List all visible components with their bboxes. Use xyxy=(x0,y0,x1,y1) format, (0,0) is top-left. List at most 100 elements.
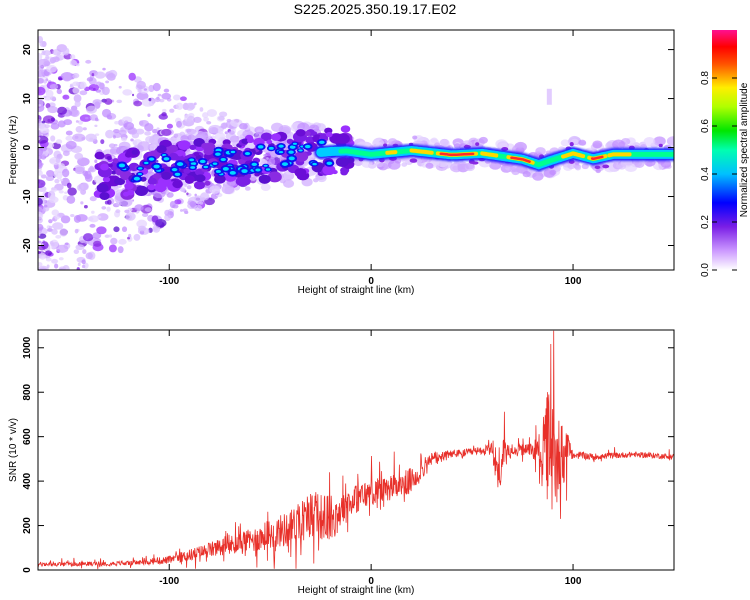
spectrogram-speckle xyxy=(47,119,51,123)
spectrogram-speckle xyxy=(75,244,85,251)
spectrogram-halo xyxy=(595,168,601,174)
spectrogram-speckle xyxy=(38,206,43,214)
spectrogram-halo xyxy=(383,159,390,164)
spectrogram-xtick-label: 0 xyxy=(368,276,374,287)
spectrogram-speckle xyxy=(180,96,187,102)
spectrogram-core xyxy=(174,172,181,176)
spectrogram-speckle xyxy=(155,159,159,163)
spectrogram-blob xyxy=(106,155,112,161)
spectrogram-artifact xyxy=(546,88,552,105)
spectrogram-blob xyxy=(346,156,355,164)
spectrogram-speckle xyxy=(93,175,106,184)
spectrogram-core xyxy=(312,162,317,166)
spectrogram-blob xyxy=(475,142,480,146)
spectrogram-speckle xyxy=(75,63,80,67)
spectrogram-speckle xyxy=(124,209,130,214)
spectrogram-speckle xyxy=(38,179,46,188)
spectrogram-halo xyxy=(246,142,255,148)
spectrogram-speckle xyxy=(38,52,43,61)
spectrogram-core xyxy=(318,140,325,145)
spectrogram-speckle xyxy=(36,283,41,287)
spectrogram-speckle xyxy=(45,175,55,181)
spectrogram-speckle xyxy=(186,128,197,135)
spectrogram-blob xyxy=(658,143,663,148)
spectrogram-speckle xyxy=(62,168,70,178)
spectrogram-speckle xyxy=(74,228,79,234)
spectrogram-speckle xyxy=(57,120,66,128)
spectrogram-speckle xyxy=(43,204,48,208)
spectrogram-speckle xyxy=(97,215,102,219)
spectrogram-core xyxy=(265,168,271,171)
spectrogram-speckle xyxy=(46,64,58,73)
spectrogram-halo xyxy=(209,185,221,194)
spectrogram-core xyxy=(263,164,268,167)
spectrogram-speckle xyxy=(43,79,48,84)
spectrogram-speckle xyxy=(206,109,218,117)
spectrogram-speckle xyxy=(51,187,58,192)
spectrogram-speckle xyxy=(79,90,88,96)
spectrogram-speckle xyxy=(151,215,159,223)
spectrogram-blob xyxy=(127,189,135,196)
spectrogram-blob xyxy=(134,185,149,196)
colorbar-tick-label: 0.8 xyxy=(700,71,711,85)
spectrogram-speckle xyxy=(179,209,184,212)
spectrogram-speckle xyxy=(188,102,196,110)
spectrogram-speckle xyxy=(164,209,171,216)
spectrogram-speckle xyxy=(54,215,60,220)
spectrogram-blob xyxy=(214,174,226,184)
spectrogram-speckle xyxy=(161,128,172,136)
spectrogram-speckle xyxy=(38,265,49,270)
snr-ytick-label: 600 xyxy=(22,428,33,445)
spectrogram-speckle xyxy=(193,116,202,123)
spectrogram-halo xyxy=(425,162,434,169)
spectrogram-halo xyxy=(578,139,587,146)
spectrogram-speckle xyxy=(199,107,204,112)
spectrogram-speckle xyxy=(128,72,136,81)
spectrogram-speckle xyxy=(55,234,62,239)
spectrogram-speckle xyxy=(200,192,210,201)
spectrogram-speckle xyxy=(62,94,70,100)
spectrogram-speckle xyxy=(220,122,228,130)
spectrogram-speckle xyxy=(169,108,175,113)
spectrogram-speckle xyxy=(43,273,48,276)
spectrogram-blob xyxy=(131,149,139,155)
spectrogram-blob xyxy=(266,139,273,145)
spectrogram-speckle xyxy=(50,122,60,130)
spectrogram-speckle xyxy=(186,185,192,190)
spectrogram-blob xyxy=(267,171,282,183)
spectrogram-speckle xyxy=(166,123,173,129)
spectrogram-speckle xyxy=(172,94,181,101)
spectrogram-blob xyxy=(294,168,307,178)
spectrogram-speckle xyxy=(142,212,149,218)
spectrogram-speckle xyxy=(112,135,116,139)
spectrogram-speckle xyxy=(38,240,42,244)
spectrogram-halo xyxy=(412,135,418,140)
spectrogram-speckle xyxy=(65,130,73,136)
spectrogram-speckle xyxy=(182,208,188,213)
spectrogram-speckle xyxy=(70,54,76,60)
spectrogram-speckle xyxy=(74,166,85,175)
spectrogram-speckle xyxy=(77,183,84,192)
spectrogram-speckle xyxy=(206,121,212,125)
spectrogram-speckle xyxy=(94,117,99,122)
spectrogram-blob xyxy=(147,184,156,191)
spectrogram-speckle xyxy=(51,218,55,221)
spectrogram-speckle xyxy=(132,199,135,202)
spectrogram-halo xyxy=(666,136,674,146)
spectrogram-speckle xyxy=(43,275,48,279)
spectrogram-speckle xyxy=(38,217,43,224)
spectrogram-blob xyxy=(286,138,294,145)
spectrogram-blob xyxy=(569,141,574,147)
spectrogram-speckle xyxy=(84,170,92,180)
snr-ytick-label: 400 xyxy=(22,472,33,489)
spectrogram-speckle xyxy=(36,277,41,282)
spectrogram-halo xyxy=(617,163,626,170)
spectrogram-blob xyxy=(172,180,183,189)
spectrogram-speckle xyxy=(179,131,186,137)
spectrogram-speckle xyxy=(51,209,60,216)
spectrogram-blob xyxy=(124,182,134,190)
spectrogram-speckle xyxy=(131,93,135,97)
spectrogram-halo xyxy=(228,130,235,135)
spectrogram-speckle xyxy=(113,128,120,134)
